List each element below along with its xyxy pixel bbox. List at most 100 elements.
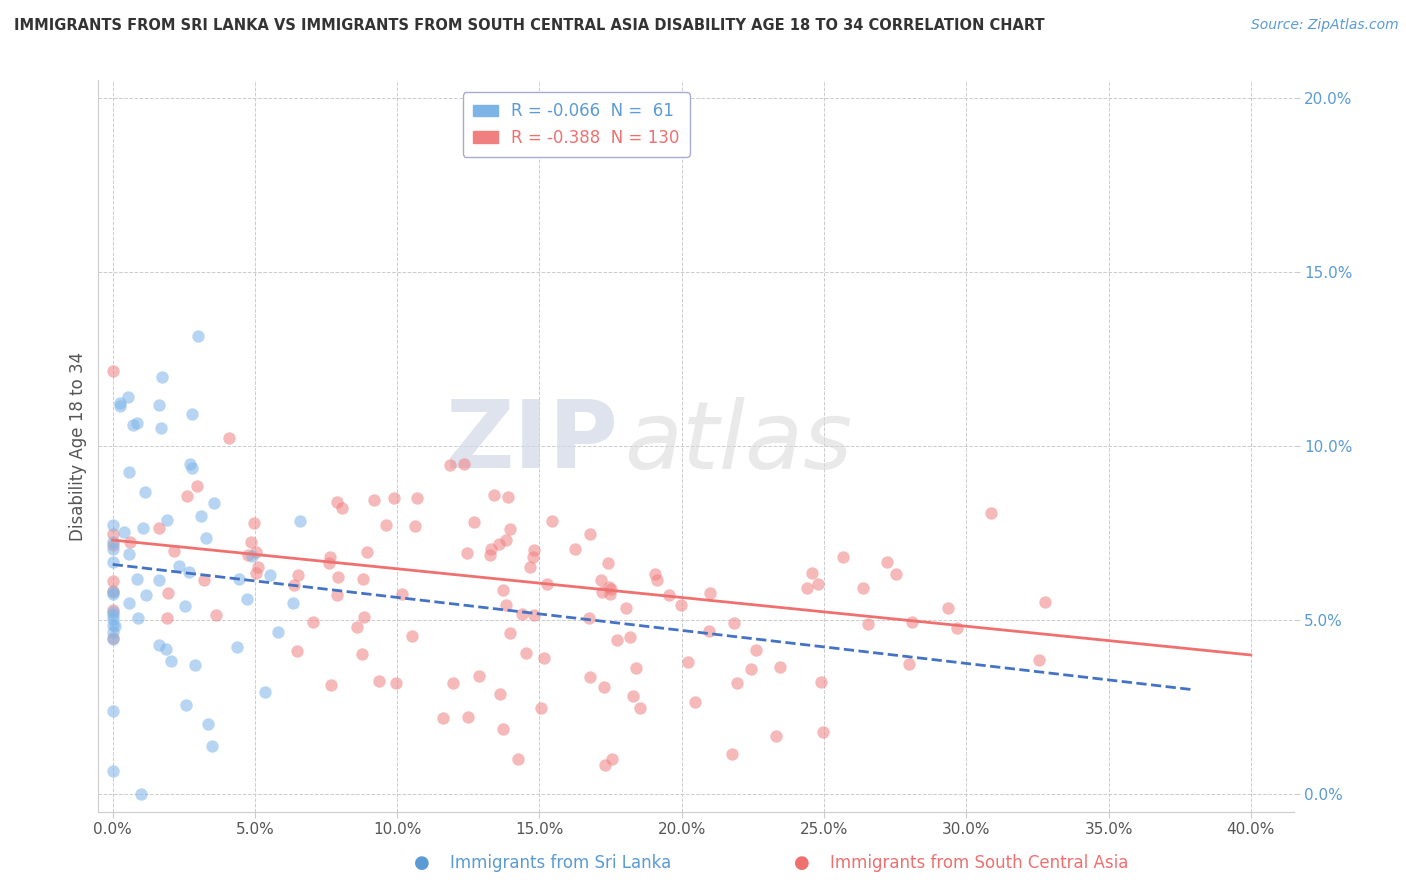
Text: atlas: atlas bbox=[624, 397, 852, 488]
Point bbox=[108, 399, 131, 413]
Point bbox=[468, 669, 491, 683]
Point bbox=[245, 566, 267, 581]
Point bbox=[801, 566, 824, 580]
Point bbox=[101, 574, 124, 589]
Point bbox=[644, 566, 666, 581]
Point bbox=[374, 518, 396, 533]
Point bbox=[228, 572, 250, 586]
Point bbox=[432, 711, 454, 725]
Point bbox=[205, 607, 228, 622]
Point bbox=[101, 538, 124, 552]
Point bbox=[439, 458, 461, 472]
Text: Immigrants from South Central Asia: Immigrants from South Central Asia bbox=[830, 855, 1128, 872]
Point bbox=[101, 603, 124, 617]
Text: ZIP: ZIP bbox=[446, 396, 619, 488]
Point bbox=[938, 601, 960, 615]
Point bbox=[510, 607, 533, 621]
Point bbox=[492, 582, 515, 597]
Point bbox=[148, 521, 170, 535]
Point bbox=[186, 479, 208, 493]
Point bbox=[589, 574, 612, 588]
Point bbox=[606, 632, 628, 647]
Point bbox=[852, 582, 875, 596]
Point bbox=[457, 710, 479, 724]
Point bbox=[283, 577, 305, 591]
Point bbox=[129, 787, 152, 801]
Point bbox=[127, 611, 149, 625]
Text: ●: ● bbox=[793, 855, 810, 872]
Point bbox=[598, 580, 620, 594]
Point bbox=[125, 573, 148, 587]
Point bbox=[765, 729, 787, 743]
Point bbox=[150, 370, 173, 384]
Point bbox=[699, 586, 721, 600]
Point bbox=[118, 465, 141, 479]
Point bbox=[326, 570, 349, 584]
Point bbox=[267, 625, 290, 640]
Point bbox=[600, 582, 623, 596]
Point bbox=[614, 601, 637, 615]
Point bbox=[326, 588, 349, 602]
Point bbox=[225, 640, 247, 655]
Point bbox=[101, 518, 124, 533]
Point bbox=[744, 643, 766, 657]
Point bbox=[482, 488, 505, 502]
Point bbox=[578, 670, 600, 684]
Point bbox=[676, 656, 699, 670]
Point bbox=[156, 586, 179, 600]
Point bbox=[900, 615, 922, 629]
Point bbox=[236, 592, 259, 607]
Point bbox=[177, 565, 200, 579]
Point bbox=[193, 574, 215, 588]
Point bbox=[101, 632, 124, 646]
Point bbox=[391, 587, 413, 601]
Point bbox=[406, 491, 429, 505]
Point bbox=[522, 549, 544, 564]
Point bbox=[101, 526, 124, 541]
Point bbox=[530, 701, 553, 715]
Point bbox=[101, 584, 124, 599]
Point bbox=[363, 492, 385, 507]
Point bbox=[197, 717, 219, 731]
Point bbox=[155, 642, 177, 657]
Point bbox=[946, 621, 969, 635]
Point bbox=[183, 658, 205, 673]
Point bbox=[506, 752, 529, 766]
Legend: R = -0.066  N =  61, R = -0.388  N = 130: R = -0.066 N = 61, R = -0.388 N = 130 bbox=[463, 92, 690, 157]
Point bbox=[519, 560, 541, 574]
Point bbox=[350, 648, 373, 662]
Point bbox=[181, 460, 204, 475]
Point bbox=[240, 535, 263, 549]
Point bbox=[671, 598, 693, 612]
Point bbox=[326, 495, 349, 509]
Point bbox=[884, 567, 907, 582]
Point bbox=[101, 585, 124, 599]
Point bbox=[564, 541, 586, 556]
Point bbox=[330, 500, 353, 515]
Point bbox=[533, 651, 555, 665]
Point bbox=[190, 508, 212, 523]
Point bbox=[658, 588, 681, 602]
Point bbox=[595, 757, 617, 772]
Point bbox=[118, 596, 141, 610]
Point bbox=[118, 548, 141, 562]
Point bbox=[683, 695, 706, 709]
Point bbox=[523, 608, 546, 623]
Point bbox=[101, 606, 124, 620]
Text: Source: ZipAtlas.com: Source: ZipAtlas.com bbox=[1251, 18, 1399, 32]
Point bbox=[195, 531, 218, 545]
Point bbox=[541, 514, 564, 528]
Point bbox=[101, 541, 124, 556]
Point bbox=[515, 647, 537, 661]
Point bbox=[807, 577, 830, 591]
Point bbox=[240, 549, 263, 563]
Point bbox=[101, 608, 124, 623]
Point bbox=[150, 421, 173, 435]
Point bbox=[740, 662, 762, 676]
Point bbox=[148, 398, 170, 412]
Point bbox=[218, 431, 240, 445]
Point bbox=[356, 544, 378, 558]
Point bbox=[453, 457, 475, 471]
Point bbox=[302, 615, 325, 630]
Point bbox=[600, 752, 623, 766]
